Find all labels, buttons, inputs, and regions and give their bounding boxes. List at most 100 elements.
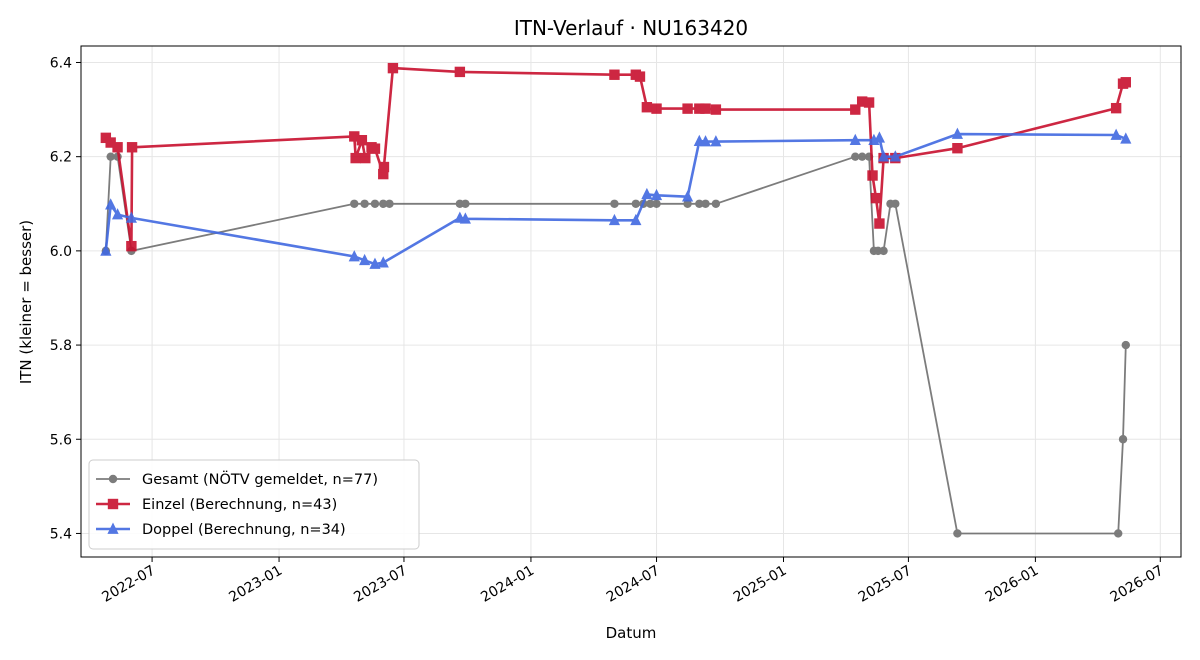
data-point (856, 96, 868, 107)
data-point (360, 199, 369, 208)
data-point (1120, 77, 1131, 88)
data-point (710, 104, 722, 115)
x-tick-label: 2026-07 (1108, 563, 1167, 606)
data-point (370, 199, 380, 208)
y-tick-label: 6.2 (50, 150, 72, 166)
data-point (1121, 340, 1130, 350)
series-2 (100, 62, 1131, 252)
data-point (699, 135, 712, 147)
data-point (349, 131, 360, 142)
data-point (379, 199, 388, 208)
data-point (369, 257, 381, 269)
data-point (1118, 435, 1128, 444)
legend: Gesamt (NÖTV gemeldet, n=77) Einzel (Bere… (88, 459, 420, 550)
data-point (641, 102, 653, 113)
data-point (874, 218, 885, 229)
legend-item (96, 474, 130, 484)
legend-box (88, 459, 420, 550)
y-axis-title: ITN (kleiner = besser) (17, 220, 35, 384)
data-point (867, 170, 878, 181)
x-tick-label: 2026-01 (983, 563, 1042, 606)
data-point (1114, 529, 1123, 538)
series-layer (100, 62, 1132, 538)
y-tick-label: 6.4 (50, 55, 72, 71)
data-point (369, 143, 381, 154)
data-point (850, 104, 861, 115)
data-point (849, 133, 861, 146)
y-tick-label: 6.0 (50, 244, 72, 260)
data-point (387, 62, 399, 74)
data-point (683, 199, 692, 208)
data-point (454, 66, 466, 78)
data-point (609, 69, 620, 80)
data-point (877, 150, 890, 162)
data-point (350, 152, 361, 164)
data-point (610, 199, 619, 208)
data-point (700, 103, 711, 114)
data-point (873, 131, 886, 143)
x-tick-label: 2023-01 (226, 563, 285, 606)
legend-label: Doppel (Berechnung, n=34) (142, 522, 346, 538)
x-tick-label: 2022-07 (99, 563, 158, 606)
data-point (459, 212, 471, 224)
data-point (652, 199, 661, 208)
x-tick-label: 2024-01 (478, 563, 537, 606)
series-3 (100, 127, 1132, 269)
data-point (711, 199, 721, 208)
x-tick-label: 2024-07 (604, 563, 663, 606)
x-tick-label: 2025-01 (731, 563, 790, 606)
data-point (953, 529, 962, 538)
data-point (112, 142, 123, 153)
data-point (461, 199, 470, 208)
data-point (359, 253, 371, 266)
y-axis: 5.4 5.6 5.8 6.0 6.2 6.4 (50, 55, 81, 542)
data-point (889, 150, 901, 162)
data-point (126, 142, 138, 153)
data-point (1120, 132, 1132, 144)
data-point (106, 152, 115, 161)
data-point (694, 103, 705, 114)
data-point (851, 152, 860, 161)
data-point (125, 211, 137, 223)
data-point (710, 135, 722, 147)
legend-label: Einzel (Berechnung, n=43) (142, 497, 337, 513)
data-point (105, 137, 116, 148)
data-point (378, 168, 389, 180)
data-point (695, 199, 704, 208)
y-tick-label: 5.4 (50, 526, 72, 542)
data-point (630, 213, 642, 226)
data-point (650, 188, 663, 201)
data-point (857, 152, 867, 161)
y-tick-label: 5.8 (50, 338, 72, 354)
series-line (104, 132, 1127, 266)
data-point (891, 199, 900, 208)
data-point (1110, 102, 1122, 114)
data-point (951, 127, 964, 139)
legend-item (96, 498, 130, 510)
x-tick-label: 2023-07 (351, 563, 410, 606)
data-point (863, 97, 875, 108)
y-tick-label: 5.6 (50, 432, 72, 448)
data-point (100, 244, 112, 256)
data-point (348, 250, 360, 262)
plot-frame (80, 45, 1182, 558)
legend-label: Gesamt (NÖTV gemeldet, n=77) (142, 470, 378, 488)
data-point (105, 198, 117, 210)
data-point (350, 199, 359, 208)
data-point (356, 134, 368, 146)
data-point (385, 199, 394, 208)
data-point (126, 240, 137, 252)
data-point (377, 256, 389, 268)
x-axis: 2022-07 2023-01 2023-07 2024-01 2024-07 2025-… (99, 557, 1166, 606)
data-point (608, 213, 621, 226)
data-point (634, 71, 646, 82)
data-point (111, 208, 124, 220)
data-point (682, 103, 693, 114)
data-point (631, 199, 641, 208)
data-point (1110, 128, 1122, 140)
legend-item (96, 522, 130, 534)
data-point (646, 199, 655, 208)
x-axis-title: Datum (606, 624, 657, 642)
x-tick-label: 2025-07 (856, 563, 915, 606)
